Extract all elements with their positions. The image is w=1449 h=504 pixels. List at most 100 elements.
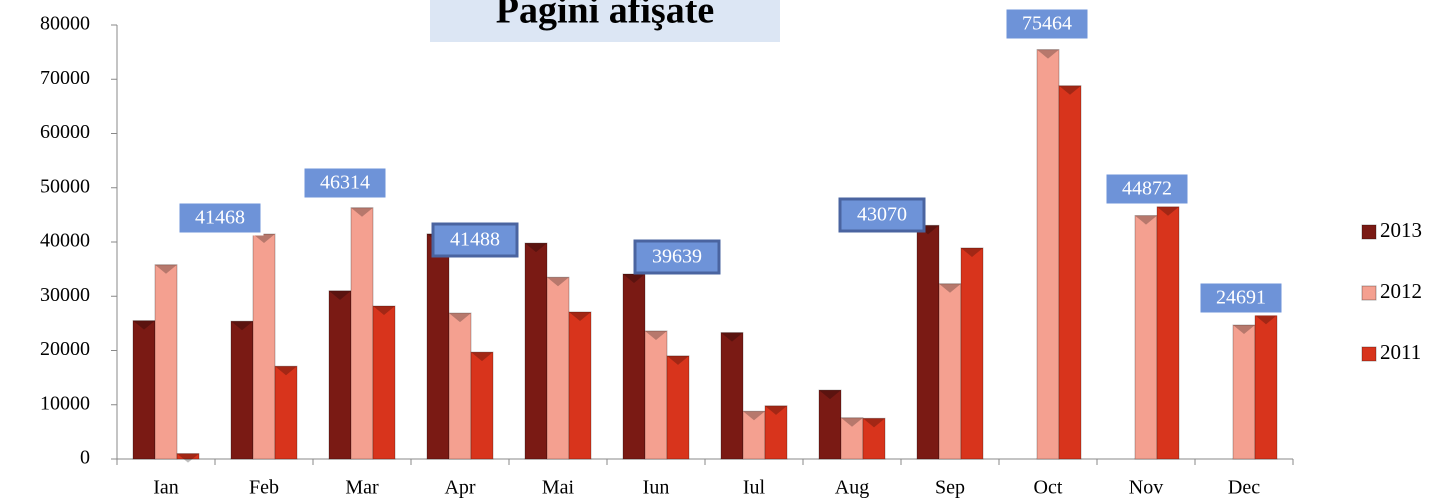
legend-label: 2013 xyxy=(1380,218,1422,242)
bar-cap xyxy=(547,277,569,287)
bar-cap xyxy=(329,290,351,300)
x-tick-label: Ian xyxy=(153,477,179,499)
legend-swatch xyxy=(1361,224,1377,240)
bar xyxy=(176,453,200,460)
bar-cap xyxy=(667,355,689,365)
bar xyxy=(622,273,646,460)
y-tick-label: 50000 xyxy=(40,175,90,197)
x-tick-label: Feb xyxy=(249,477,279,499)
y-tick-label: 30000 xyxy=(40,284,90,306)
legend-swatch xyxy=(1361,285,1377,301)
annotation: 39639 xyxy=(652,246,702,268)
bar-cap xyxy=(841,417,863,427)
bar xyxy=(568,311,592,460)
bar-cap xyxy=(133,320,155,330)
bar-cap xyxy=(765,405,787,415)
bar-cap xyxy=(721,332,743,342)
bar-cap xyxy=(863,418,885,428)
bar xyxy=(350,207,374,460)
x-tick-label: Apr xyxy=(444,477,475,499)
bar xyxy=(1058,85,1082,460)
annotation: 75464 xyxy=(1022,13,1072,35)
bar-cap xyxy=(1059,85,1081,95)
bar xyxy=(960,247,984,460)
bar-cap xyxy=(155,264,177,274)
y-tick-label: 60000 xyxy=(40,121,90,143)
chart-title: Pagini afişate xyxy=(496,0,714,32)
bar-cap xyxy=(1135,215,1157,225)
bar xyxy=(372,305,396,460)
bar-cap xyxy=(373,306,395,316)
annotation-box xyxy=(633,239,721,275)
legend-label: 2012 xyxy=(1380,279,1422,303)
bar xyxy=(274,365,298,460)
bar-cap xyxy=(623,274,645,284)
bar xyxy=(916,224,940,460)
bar xyxy=(938,283,962,460)
bar xyxy=(1036,49,1060,460)
annotation-box xyxy=(1003,6,1091,42)
annotation-box xyxy=(1103,171,1191,207)
bar-cap xyxy=(471,352,493,362)
bar xyxy=(132,320,156,460)
bar xyxy=(862,417,886,460)
bar xyxy=(470,351,494,460)
x-tick-label: Dec xyxy=(1228,477,1260,499)
bar xyxy=(1134,215,1158,460)
annotation: 41468 xyxy=(195,207,245,229)
bar-cap xyxy=(645,330,667,340)
x-tick-label: Oct xyxy=(1034,477,1063,499)
annotation: 43070 xyxy=(857,204,907,226)
bar xyxy=(818,389,842,460)
y-tick-label: 20000 xyxy=(40,338,90,360)
annotation: 24691 xyxy=(1216,287,1266,309)
y-tick-label: 70000 xyxy=(40,67,90,89)
title-box xyxy=(430,0,780,42)
bar-cap xyxy=(1255,315,1277,325)
bar-cap xyxy=(569,311,591,321)
bar-cap xyxy=(449,313,471,323)
bar-cap xyxy=(743,411,765,421)
bar xyxy=(644,330,668,460)
bar-cap xyxy=(1037,49,1059,59)
bar xyxy=(154,264,178,460)
bar xyxy=(546,276,570,460)
y-tick-label: 80000 xyxy=(40,13,90,35)
bar-cap xyxy=(177,453,199,463)
bar-cap xyxy=(1233,325,1255,335)
bar xyxy=(720,332,744,460)
bar-cap xyxy=(1157,206,1179,216)
bar-cap xyxy=(939,283,961,293)
annotation-box xyxy=(1197,280,1285,316)
x-tick-label: Mar xyxy=(345,477,379,499)
bar-cap xyxy=(253,234,275,244)
legend-swatch xyxy=(1361,346,1377,362)
bar xyxy=(666,355,690,460)
bar xyxy=(1156,206,1180,460)
annotation: 41488 xyxy=(450,229,500,251)
annotation-box xyxy=(431,222,519,258)
x-tick-label: Sep xyxy=(935,477,965,499)
bar-cap xyxy=(525,243,547,253)
x-tick-label: Mai xyxy=(542,477,575,499)
annotation: 44872 xyxy=(1122,178,1172,200)
bar-cap xyxy=(275,366,297,376)
annotation-box xyxy=(301,165,389,201)
x-tick-label: Aug xyxy=(835,477,869,499)
x-tick-label: Nov xyxy=(1129,477,1163,499)
bar xyxy=(448,312,472,460)
y-tick-label: 10000 xyxy=(40,392,90,414)
y-tick-label: 40000 xyxy=(40,230,90,252)
bar xyxy=(328,290,352,460)
bar xyxy=(426,233,450,460)
bar xyxy=(1232,324,1256,460)
bar-cap xyxy=(351,207,373,217)
x-tick-label: Iun xyxy=(643,477,670,499)
annotation-box xyxy=(838,197,926,233)
bar-cap xyxy=(231,321,253,331)
bar xyxy=(230,320,254,460)
y-tick-label: 0 xyxy=(80,447,90,469)
legend-label: 2011 xyxy=(1380,340,1421,364)
annotation-box xyxy=(176,200,264,236)
